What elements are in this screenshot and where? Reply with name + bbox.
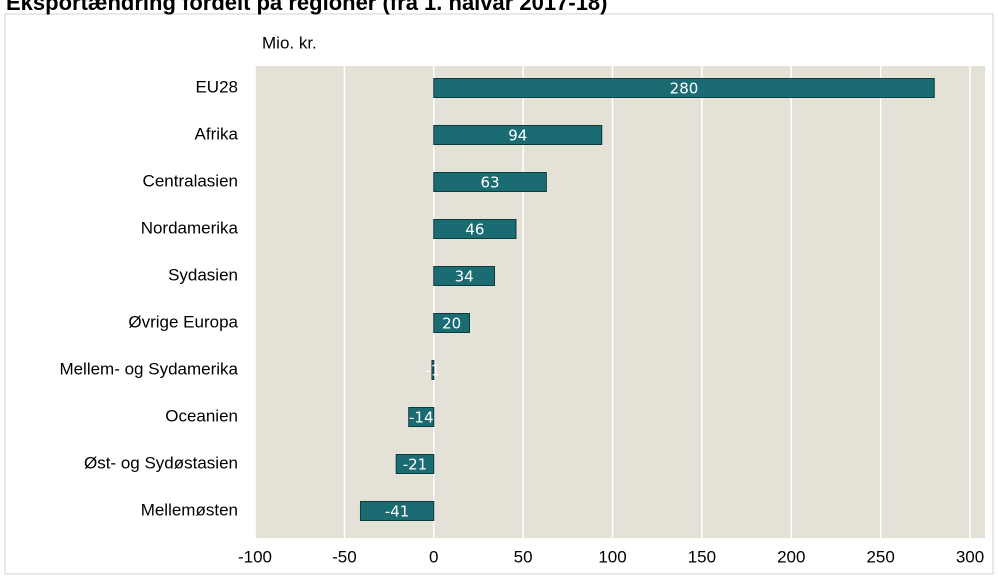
x-tick-label: -50 xyxy=(332,547,357,566)
bar xyxy=(408,407,435,427)
value-label: -14 xyxy=(409,409,434,427)
x-tick-label: -100 xyxy=(238,547,272,566)
bar xyxy=(359,501,435,521)
y-tick-label: Afrika xyxy=(195,124,239,143)
value-label: 280 xyxy=(670,80,699,98)
bar xyxy=(431,360,435,380)
value-label: 46 xyxy=(465,221,484,239)
value-label: -41 xyxy=(385,503,410,521)
value-label: -1 xyxy=(425,362,440,380)
x-tick-label: 250 xyxy=(866,547,894,566)
bar xyxy=(433,219,517,239)
y-tick-label: Centralasien xyxy=(143,171,238,190)
y-tick-label: Mellemøsten xyxy=(141,500,238,519)
bar xyxy=(433,172,547,192)
x-tick-label: 150 xyxy=(688,547,716,566)
value-label: 34 xyxy=(455,268,474,286)
bar xyxy=(395,454,435,474)
y-tick-label: Sydasien xyxy=(168,265,238,284)
value-label: 20 xyxy=(442,315,461,333)
value-label: 94 xyxy=(508,127,527,145)
x-tick-label: 0 xyxy=(429,547,438,566)
y-tick-label: Nordamerika xyxy=(141,218,239,237)
bar xyxy=(433,266,496,286)
y-tick-label: Mellem- og Sydamerika xyxy=(59,359,238,378)
bar xyxy=(433,125,603,145)
bar xyxy=(433,313,470,333)
unit-label: Mio. kr. xyxy=(262,33,317,52)
y-tick-label: Øst- og Sydøstasien xyxy=(84,453,238,472)
x-tick-label: 100 xyxy=(598,547,626,566)
x-tick-label: 300 xyxy=(956,547,984,566)
x-tick-label: 200 xyxy=(777,547,805,566)
value-label: 63 xyxy=(481,174,500,192)
value-label: -21 xyxy=(403,456,428,474)
y-tick-label: Øvrige Europa xyxy=(128,312,238,331)
chart-title: Eksportændring fordelt på regioner (fra … xyxy=(6,0,608,15)
plot-area xyxy=(255,66,985,538)
bar xyxy=(433,78,935,98)
x-tick-label: 50 xyxy=(514,547,533,566)
y-tick-label: EU28 xyxy=(195,77,238,96)
y-tick-label: Oceanien xyxy=(165,406,238,425)
